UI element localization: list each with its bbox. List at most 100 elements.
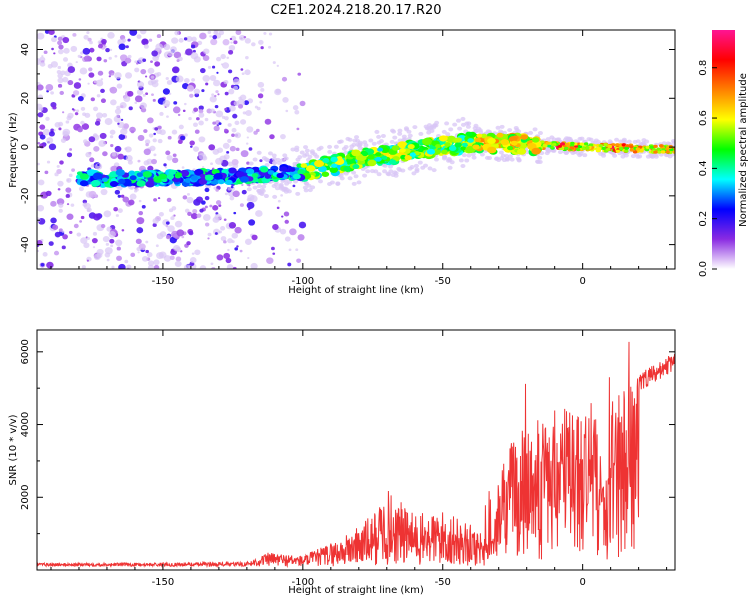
- spectrogram-cell: [537, 155, 543, 160]
- spectrogram-cell: [472, 144, 480, 150]
- spectrogram-cell: [145, 240, 149, 244]
- spectrogram-cell: [362, 140, 368, 145]
- spectrogram-cell: [263, 194, 269, 199]
- spectrogram-cell: [68, 173, 73, 178]
- spectrogram-cell: [263, 31, 267, 35]
- spectrogram-cell: [110, 165, 119, 173]
- spectrogram-cell: [229, 145, 236, 152]
- spectrogram-cell: [92, 246, 96, 249]
- spectrogram-cell: [303, 180, 309, 185]
- spectrogram-cell: [174, 260, 182, 268]
- spectrogram-cell: [89, 47, 95, 53]
- spectrogram-cell: [90, 164, 95, 168]
- spectrogram-cell: [376, 140, 382, 145]
- spectrogram-cell: [48, 241, 54, 246]
- spectrogram-cell: [448, 145, 457, 151]
- spectrogram-cell: [260, 46, 264, 50]
- spectrogram-cell: [37, 32, 45, 40]
- spectrogram-cell: [209, 108, 215, 113]
- spectrogram-cell: [190, 175, 198, 181]
- spectrogram-cell: [70, 203, 75, 207]
- spectrogram-cell: [306, 183, 312, 188]
- spectrogram-cell: [352, 164, 360, 170]
- spectrogram-cell: [601, 146, 606, 150]
- spectrogram-cell: [509, 157, 515, 162]
- spectrogram-cell: [276, 206, 280, 210]
- spectrogram-cell: [225, 179, 233, 185]
- spectrogram-cell: [87, 82, 90, 85]
- spectrogram-cell: [56, 198, 65, 206]
- spectrogram-cell: [227, 187, 232, 191]
- spectrogram-cell: [447, 165, 453, 170]
- spectrogram-cell: [150, 60, 153, 63]
- spectrogram-cell: [653, 144, 658, 148]
- spectrogram-cell: [66, 152, 73, 158]
- spectrogram-cell: [168, 169, 177, 175]
- spectrogram-cell: [276, 160, 282, 165]
- spectrogram-cell: [545, 137, 551, 142]
- spectrogram-cell: [229, 196, 235, 201]
- spectrogram-cell: [367, 154, 375, 160]
- spectrogram-cell: [299, 100, 306, 107]
- spectrogram-cell: [397, 141, 408, 149]
- spectrogram-cell: [528, 130, 534, 135]
- spectrogram-cell: [40, 263, 45, 267]
- spectrogram-cell: [166, 197, 172, 203]
- spectrogram-cell: [241, 189, 247, 195]
- spectrogram-cell: [630, 154, 636, 159]
- spectrogram-cell: [549, 135, 555, 140]
- spectrogram-cell: [585, 146, 590, 150]
- spectrogram-cell: [296, 258, 302, 263]
- spectrogram-cell: [251, 234, 258, 241]
- spectrogram-cell: [632, 150, 638, 154]
- spectrogram-cell: [280, 133, 286, 140]
- spectrogram-cell: [295, 191, 301, 196]
- spectrogram-cell: [121, 229, 125, 232]
- spectrogram-cell: [264, 118, 272, 125]
- spectrogram-x-tick-label: -100: [291, 276, 314, 287]
- spectrogram-cell: [118, 263, 126, 269]
- spectrogram-cell: [272, 224, 279, 230]
- spectrogram-cell: [544, 151, 550, 156]
- spectrogram-cell: [142, 171, 152, 178]
- spectrogram-cell: [96, 248, 104, 256]
- spectrogram-cell: [487, 137, 496, 145]
- spectrogram-cell: [175, 172, 183, 178]
- spectrogram-cell: [92, 133, 98, 138]
- spectrogram-cell: [193, 107, 199, 112]
- spectrogram-cell: [213, 186, 217, 190]
- spectrogram-cell: [205, 82, 209, 86]
- spectrogram-cell: [603, 143, 608, 147]
- spectrogram-cell: [129, 175, 137, 181]
- spectrogram-cell: [460, 116, 466, 121]
- spectrogram-cell: [537, 159, 543, 164]
- spectrogram-cell: [115, 114, 120, 118]
- spectrogram-cell: [65, 193, 70, 198]
- spectrogram-cell: [295, 248, 299, 252]
- spectrogram-cell: [510, 140, 518, 146]
- spectrogram-cell: [207, 237, 210, 240]
- spectrogram-cell: [615, 149, 621, 153]
- spectrogram-cell: [303, 145, 309, 150]
- spectrogram-cell: [136, 62, 139, 65]
- spectrogram-cell: [180, 135, 186, 141]
- spectrogram-cell: [50, 200, 57, 207]
- spectrogram-cell: [100, 78, 104, 81]
- colorbar-tick-label: 0.0: [698, 261, 709, 277]
- spectrogram-cell: [181, 166, 185, 169]
- spectrogram-cell: [551, 142, 557, 147]
- spectrogram-cell: [220, 159, 229, 167]
- spectrogram-cell: [232, 113, 238, 119]
- spectrogram-cell: [105, 48, 110, 53]
- spectrogram-cell: [61, 245, 66, 250]
- spectrogram-cell: [116, 255, 122, 261]
- spectrogram-cell: [267, 170, 275, 175]
- spectrogram-cell: [292, 184, 296, 188]
- colorbar-gradient: [712, 30, 735, 269]
- spectrogram-cell: [194, 168, 204, 176]
- snr-frame: [36, 329, 676, 571]
- spectrogram-cell: [184, 208, 190, 213]
- spectrogram-cell: [157, 138, 163, 144]
- spectrogram-cell: [586, 137, 592, 142]
- spectrogram-cell: [214, 232, 218, 235]
